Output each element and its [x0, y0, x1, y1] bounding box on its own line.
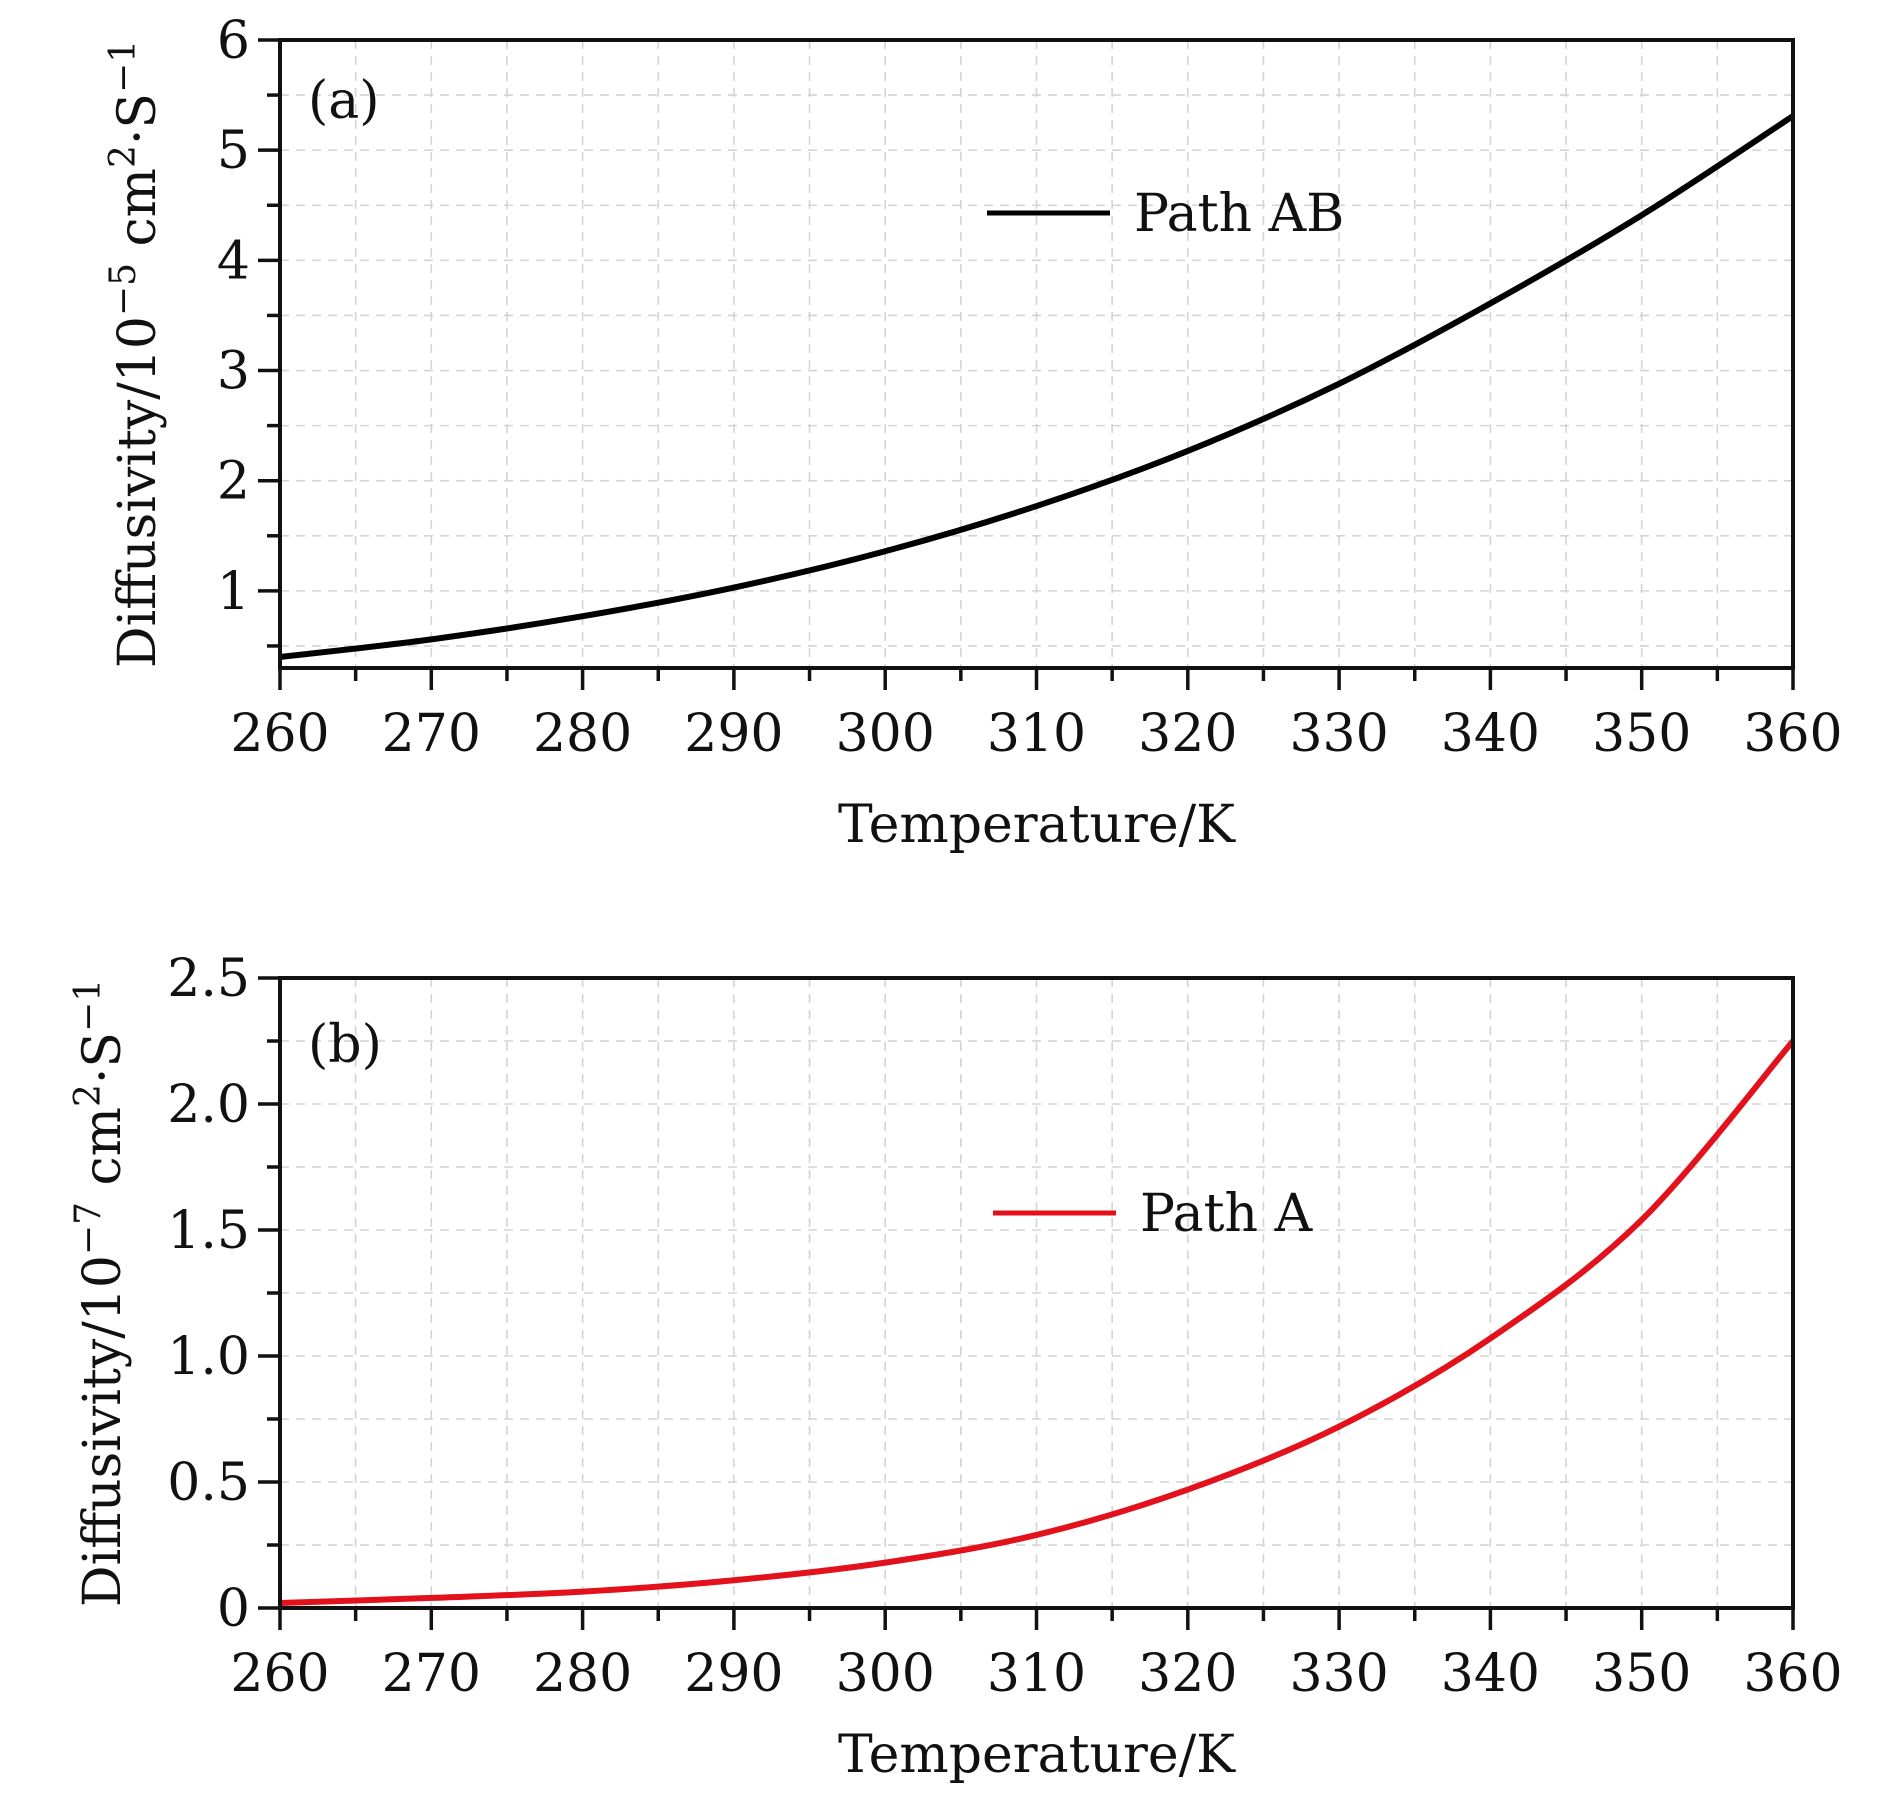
panel-b-y-axis-title-part: Diffusivity/10 — [73, 1255, 133, 1607]
panel-b-y-axis-title: Diffusivity/10−7 cm2·S−1 — [68, 979, 134, 1607]
panel-a-y-axis-title: Diffusivity/10−5 cm2·S−1 — [103, 40, 169, 668]
panel-a-x-tick-label: 360 — [1743, 704, 1842, 764]
panel-b-x-axis-title: Temperature/K — [838, 1725, 1236, 1785]
panel-b-x-tick-label: 360 — [1743, 1644, 1842, 1704]
panel-a-x-tick-label: 330 — [1289, 704, 1388, 764]
panel-a-y-axis-title-part: Diffusivity/10 — [108, 316, 168, 668]
panel-b-series-line — [280, 1038, 1793, 1606]
panel-b-x-tick-label: 270 — [382, 1644, 481, 1704]
panel-a-y-axis-title-superscript: 2 — [103, 145, 144, 168]
panel-b-x-tick-label: 260 — [230, 1644, 329, 1704]
panel-b-x-tick-label: 320 — [1138, 1644, 1237, 1704]
panel-a-x-tick-label: 300 — [836, 704, 935, 764]
panel-b-plot-frame — [278, 976, 1795, 1610]
panel-a-x-axis-title: Temperature/K — [838, 795, 1236, 855]
panel-b-y-tick-label: 0 — [217, 1579, 250, 1639]
panel-a-x-tick-label: 260 — [230, 704, 329, 764]
panel-b-y-tick-label: 1.0 — [167, 1327, 250, 1387]
panel-b-legend-label: Path A — [1140, 1184, 1314, 1244]
panel-a-y-tick-label: 4 — [217, 231, 250, 291]
panel-b-x-tick-label: 350 — [1592, 1644, 1691, 1704]
panel-b-y-tick-label: 2.0 — [167, 1075, 250, 1135]
panel-b-y-axis-title-part: ·S — [73, 1032, 133, 1084]
panel-a-x-tick-label: 270 — [382, 704, 481, 764]
panel-b-x-tick-label: 280 — [533, 1644, 632, 1704]
panel-b-y-tick-label: 1.5 — [167, 1201, 250, 1261]
panel-b-y-axis-title-part: cm — [73, 1107, 133, 1202]
panel-a: 260 270 280 290 300 310 320 330 340 350 360 1 2 3 4 5 6 P… — [103, 11, 1843, 855]
panel-b: 260 270 280 290 300 310 320 330 340 350 360 0 0.5 1.0… — [68, 949, 1843, 1785]
panel-a-x-tick-label: 280 — [533, 704, 632, 764]
panel-b-x-tick-label: 290 — [684, 1644, 783, 1704]
panel-b-x-tick-label: 330 — [1289, 1644, 1388, 1704]
panel-a-x-tick-label: 290 — [684, 704, 783, 764]
panel-a-y-tick-label: 2 — [217, 452, 250, 512]
panel-a-x-tick-label: 350 — [1592, 704, 1691, 764]
panel-a-y-tick-label: 1 — [217, 562, 250, 622]
panel-a-x-tick-label: 310 — [987, 704, 1086, 764]
panel-b-y-axis-title-superscript: −1 — [68, 979, 109, 1032]
panel-b-y-axis-title-superscript: 2 — [68, 1084, 109, 1107]
panel-a-y-axis-title-superscript: −5 — [103, 263, 144, 316]
panel-a-plot-frame — [278, 38, 1795, 670]
panel-a-y-tick-label: 6 — [217, 11, 250, 71]
panel-a-legend-label: Path AB — [1134, 184, 1344, 244]
panel-a-label: (a) — [308, 71, 380, 131]
panel-a-y-tick-label: 5 — [217, 121, 250, 181]
panel-a-y-axis-title-superscript: −1 — [103, 40, 144, 93]
panel-b-y-tick-label: 0.5 — [167, 1453, 250, 1513]
panel-b-y-axis-title-superscript: −7 — [68, 1202, 109, 1255]
panel-b-x-tick-label: 300 — [836, 1644, 935, 1704]
panel-a-x-tick-label: 340 — [1441, 704, 1540, 764]
panel-b-x-tick-label: 310 — [987, 1644, 1086, 1704]
panel-b-y-tick-label: 2.5 — [167, 949, 250, 1009]
panel-a-x-tick-label: 320 — [1138, 704, 1237, 764]
panel-b-label: (b) — [308, 1015, 382, 1075]
panel-a-y-tick-label: 3 — [217, 342, 250, 402]
panel-a-y-axis-title-part: cm — [108, 168, 168, 263]
panel-a-series-line — [280, 113, 1793, 660]
panel-b-x-tick-label: 340 — [1441, 1644, 1540, 1704]
panel-a-y-axis-title-part: ·S — [108, 93, 168, 145]
